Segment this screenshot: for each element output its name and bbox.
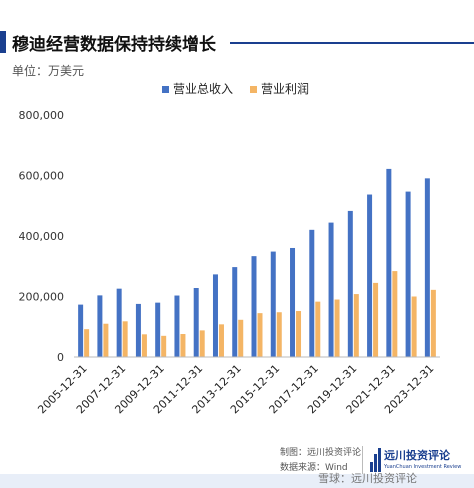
bar-profit xyxy=(122,321,128,357)
bar-revenue xyxy=(386,168,392,357)
bar-revenue xyxy=(97,295,103,357)
bar-revenue xyxy=(155,302,161,357)
page-title: 穆迪经营数据保持持续增长 xyxy=(12,35,216,55)
bar-revenue xyxy=(309,229,315,357)
bar-revenue xyxy=(116,288,122,357)
bar-revenue xyxy=(347,210,353,357)
title-accent-bar xyxy=(0,31,6,53)
bar-profit xyxy=(180,334,186,357)
bottom-strip xyxy=(0,474,474,488)
bar-profit xyxy=(315,301,321,357)
bar-revenue xyxy=(367,194,373,357)
bar-revenue xyxy=(232,267,238,357)
brand-name: 远川投资评论 xyxy=(384,449,450,462)
title-rule xyxy=(230,42,474,44)
y-tick-label: 200,000 xyxy=(19,291,65,304)
footer-divider xyxy=(362,446,363,480)
bar-profit xyxy=(218,324,224,357)
bar-profit xyxy=(430,289,436,357)
legend-label: 营业总收入 xyxy=(173,82,233,96)
bar-profit xyxy=(103,323,109,357)
y-tick-label: 600,000 xyxy=(19,170,65,183)
bar-revenue xyxy=(193,287,199,357)
bar-profit xyxy=(257,313,263,357)
brand-logo-icon xyxy=(370,448,381,472)
bar-chart: 0200,000400,000600,000800,0002005-12-312… xyxy=(19,82,440,416)
bar-profit xyxy=(296,311,302,357)
legend-swatch xyxy=(250,86,257,93)
bar-revenue xyxy=(270,251,276,357)
unit-label: 单位：万美元 xyxy=(12,64,85,78)
footer-credits: 制图：远川投资评论 数据来源：Wind xyxy=(280,446,361,476)
bar-revenue xyxy=(135,303,141,357)
bar-profit xyxy=(373,282,379,357)
legend-label: 营业利润 xyxy=(261,82,309,96)
footer: 制图：远川投资评论 数据来源：Wind 远川投资评论 YuanChuan Inv… xyxy=(270,444,474,484)
bar-revenue xyxy=(212,274,218,357)
bar-profit xyxy=(238,319,244,357)
bar-profit xyxy=(84,329,90,357)
bar-revenue xyxy=(424,178,430,357)
bar-profit xyxy=(141,334,147,357)
brand-subtitle: YuanChuan Investment Review xyxy=(384,464,462,470)
bar-revenue xyxy=(251,256,257,357)
bar-profit xyxy=(353,294,359,357)
bar-revenue xyxy=(290,247,296,357)
title-bar: 穆迪经营数据保持持续增长 xyxy=(0,28,474,58)
source-text: 数据来源：Wind xyxy=(280,463,348,473)
bar-profit xyxy=(392,271,398,357)
bar-revenue xyxy=(174,295,180,357)
bar-profit xyxy=(334,299,340,357)
y-tick-label: 0 xyxy=(57,351,64,364)
bar-profit xyxy=(199,330,205,357)
legend-swatch xyxy=(162,86,169,93)
y-tick-label: 800,000 xyxy=(19,109,65,122)
bar-profit xyxy=(161,335,167,357)
bar-revenue xyxy=(405,191,411,357)
bar-revenue xyxy=(78,304,84,357)
watermark: 雪球：远川投资评论 xyxy=(318,472,417,485)
bar-profit xyxy=(411,296,417,357)
maker-text: 制图：远川投资评论 xyxy=(280,448,362,458)
bar-profit xyxy=(276,312,282,357)
bar-revenue xyxy=(328,222,334,357)
y-tick-label: 400,000 xyxy=(19,230,65,243)
